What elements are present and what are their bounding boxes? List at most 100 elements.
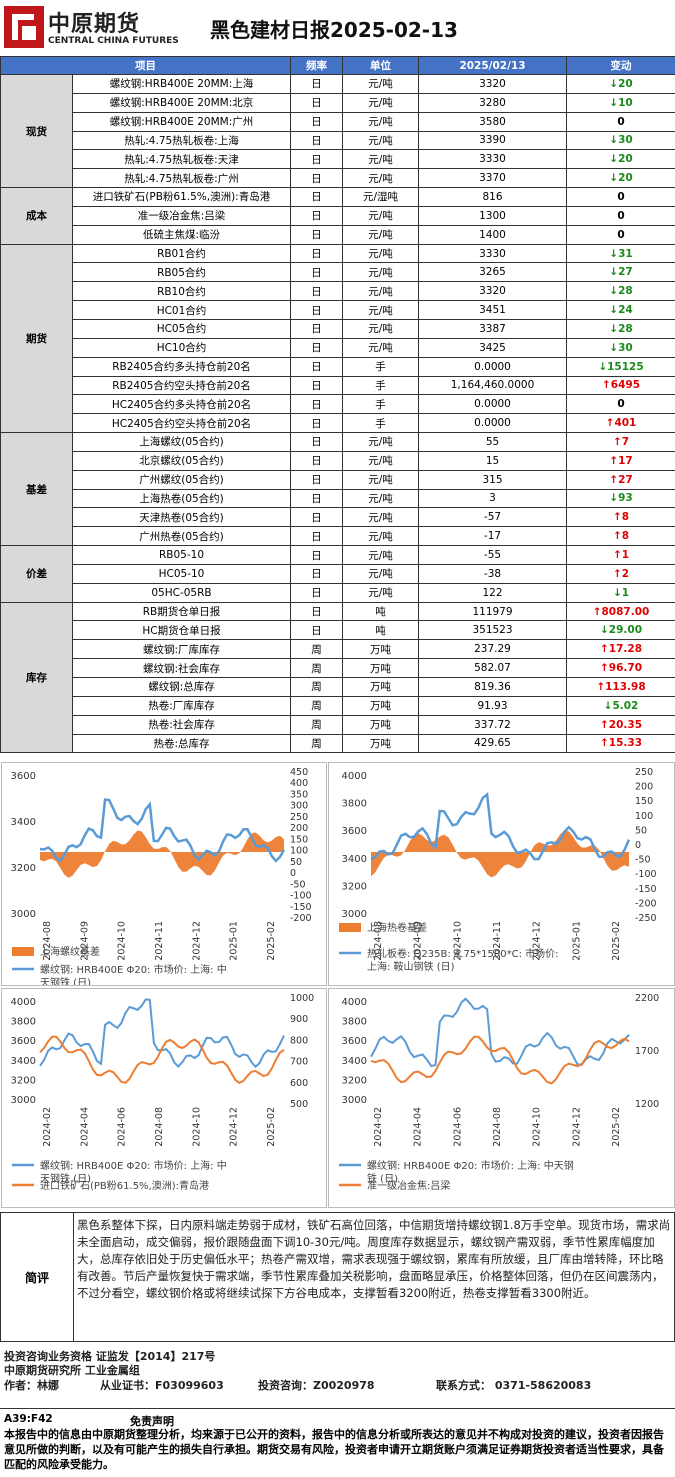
y-tick-label: 3000 xyxy=(342,909,367,920)
item-cell: 上海热卷(05合约) xyxy=(72,488,291,509)
table-row: 成本 进口铁矿石(PB粉61.5%,澳洲):青岛港日元/湿吨 816 0 xyxy=(0,187,675,245)
freq-cell: 日 xyxy=(290,375,343,396)
unit-cell: 元/吨 xyxy=(342,450,419,471)
freq-cell: 日 xyxy=(290,224,343,245)
y-tick-label: 3200 xyxy=(11,863,36,874)
item-cell: 北京螺纹(05合约) xyxy=(72,450,291,471)
value-cell: 337.72 xyxy=(418,714,567,735)
unit-cell: 元/吨 xyxy=(342,318,419,339)
table-row: 05HC-05RB 日元/吨 122 ↓1 xyxy=(1,582,675,603)
report-header: 中原期货 CENTRAL CHINA FUTURES 黑色建材日报2025-02… xyxy=(0,0,675,56)
value-cell: 15 xyxy=(418,450,567,471)
item-cell: HC10合约 xyxy=(72,337,291,358)
y-tick-label: 3800 xyxy=(342,799,367,810)
price-line xyxy=(370,997,630,1068)
category-cell: 基差 xyxy=(0,432,73,547)
y2-tick-label: 1000 xyxy=(290,993,314,1004)
item-cell: 热卷:总库存 xyxy=(72,733,291,754)
change-cell: ↓20 xyxy=(566,149,675,170)
y2-tick-label: 0 xyxy=(290,868,296,879)
category-cell: 价差 xyxy=(0,545,73,603)
freq-cell: 日 xyxy=(290,300,343,320)
change-cell: 0 xyxy=(566,224,675,245)
y2-tick-label: -50 xyxy=(635,855,651,866)
table-row: 螺纹钢:厂库库存周万吨 237.29 ↑17.28 xyxy=(1,639,675,660)
table-row: 现货 螺纹钢:HRB400E 20MM:上海日元/吨 3320 ↓20 xyxy=(0,73,675,189)
x-tick-label: 2025-02 xyxy=(611,1107,622,1147)
freq-cell: 日 xyxy=(290,243,343,264)
unit-cell: 元/吨 xyxy=(342,130,419,151)
change-cell: ↑113.98 xyxy=(566,677,675,697)
x-tick-label: 2024-10 xyxy=(117,921,128,961)
chart-rebar-basis: 3600 3400 3200 3000 450 400 350 300 250 200 150 100… xyxy=(1,762,327,989)
x-tick-label: 2024-06 xyxy=(452,1107,463,1147)
y-tick-label: 3400 xyxy=(11,817,36,828)
unit-cell: 元/吨 xyxy=(342,168,419,189)
freq-cell: 周 xyxy=(290,658,343,678)
unit-cell: 万吨 xyxy=(342,714,419,735)
table-row: HC05-10 日元/吨 -38 ↑2 xyxy=(1,563,675,584)
y2-tick-label: 1200 xyxy=(635,1099,659,1110)
table-row: HC01合约日元/吨 3451 ↓24 xyxy=(1,300,675,320)
item-cell: RB期货仓单日报 xyxy=(72,601,291,622)
change-cell: ↓20 xyxy=(566,74,675,94)
value-cell: 237.29 xyxy=(418,639,567,660)
item-cell: 低硫主焦煤:临汾 xyxy=(72,224,291,245)
change-cell: ↓5.02 xyxy=(566,695,675,716)
value-cell: 3387 xyxy=(418,318,567,339)
table-row: 北京螺纹(05合约) 日元/吨 15 ↑17 xyxy=(1,450,675,471)
legend-label: 螺纹钢: HRB400E Φ20: 市场价: 上海: 中 xyxy=(40,1159,227,1172)
unit-cell: 元/吨 xyxy=(342,507,419,528)
unit-cell: 吨 xyxy=(342,620,419,641)
change-cell: ↑7 xyxy=(566,432,675,452)
price-line-2 xyxy=(370,1035,630,1085)
y2-tick-label: -200 xyxy=(290,913,312,924)
table-row: 广州热卷(05合约) 日元/吨 -17 ↑8 xyxy=(1,526,675,547)
unit-cell: 元/吨 xyxy=(342,92,419,113)
change-cell: ↓24 xyxy=(566,300,675,320)
chart-rebar-coke: 4000 3800 3600 3400 3200 3000 2200 1700 1200 2024… xyxy=(328,988,675,1208)
company-logo xyxy=(4,6,44,48)
legend-swatch xyxy=(339,923,361,932)
category-cell: 期货 xyxy=(0,243,73,434)
change-cell: ↓30 xyxy=(566,337,675,358)
chart-hotcoil-basis: 4000 3800 3600 3400 3200 3000 250 200 150 100 50 0 -… xyxy=(328,762,675,986)
change-cell: ↑6495 xyxy=(566,375,675,396)
value-cell: 122 xyxy=(418,582,567,603)
unit-cell: 元/吨 xyxy=(342,224,419,245)
x-tick-label: 2024-02 xyxy=(373,1107,384,1147)
x-tick-label: 2025-01 xyxy=(571,921,582,961)
freq-cell: 周 xyxy=(290,677,343,697)
change-cell: ↓1 xyxy=(566,582,675,603)
footer-qualification: 投资咨询业务资格 证监发【2014】217号 xyxy=(4,1350,216,1363)
y-tick-label: 3600 xyxy=(11,771,36,782)
y-tick-label: 3000 xyxy=(11,1095,36,1106)
footer-cert: 从业证书：F03099603 xyxy=(100,1379,224,1392)
column-header: 项目 xyxy=(0,56,291,75)
y-tick-label: 3200 xyxy=(342,881,367,892)
change-cell: ↓30 xyxy=(566,130,675,151)
legend-label: 上海螺纹基差 xyxy=(40,945,100,958)
logo-text-cn: 中原期货 xyxy=(48,12,141,37)
value-cell: -55 xyxy=(418,545,567,565)
value-cell: 1300 xyxy=(418,205,567,226)
value-cell: 1400 xyxy=(418,224,567,245)
item-cell: RB05合约 xyxy=(72,262,291,283)
unit-cell: 万吨 xyxy=(342,658,419,678)
disclaimer-text: 本报告中的信息由中原期货整理分析，均来源于已公开的资料，报告中的信息分析或所表达… xyxy=(4,1428,664,1471)
unit-cell: 元/吨 xyxy=(342,545,419,565)
value-cell: 55 xyxy=(418,432,567,452)
item-cell: HC01合约 xyxy=(72,300,291,320)
value-cell: 3280 xyxy=(418,92,567,113)
x-tick-label: 2024-12 xyxy=(229,1107,240,1147)
item-cell: HC2405合约空头持仓前20名 xyxy=(72,413,291,434)
table-row: 螺纹钢:HRB400E 20MM:北京日元/吨 3280 ↓10 xyxy=(1,92,675,113)
change-cell: ↑8 xyxy=(566,507,675,528)
unit-cell: 万吨 xyxy=(342,695,419,716)
item-cell: RB10合约 xyxy=(72,281,291,302)
y2-tick-label: 200 xyxy=(290,823,308,834)
table-row: 螺纹钢:社会库存周万吨 582.07 ↑96.70 xyxy=(1,658,675,678)
y2-tick-label: 0 xyxy=(635,840,641,851)
freq-cell: 日 xyxy=(290,507,343,528)
freq-cell: 日 xyxy=(290,168,343,189)
